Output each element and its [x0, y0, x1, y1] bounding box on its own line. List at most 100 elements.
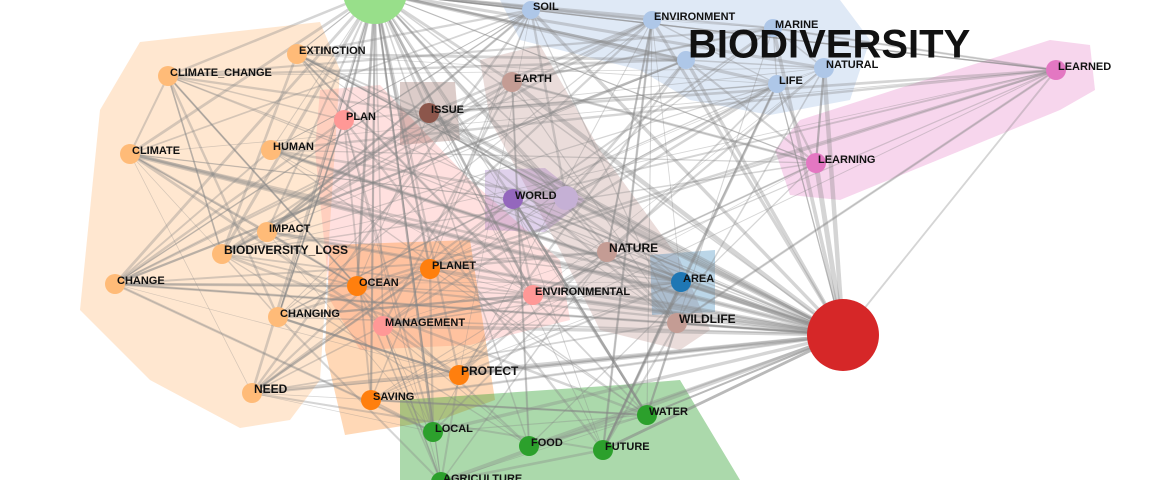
edge [129, 152, 844, 337]
edge [270, 68, 1057, 152]
edge [529, 9, 568, 199]
node [287, 44, 307, 64]
edge [512, 198, 844, 336]
edge [394, 0, 817, 164]
edge [375, 0, 435, 433]
edge [114, 282, 358, 288]
edge [602, 83, 778, 451]
edge [441, 251, 608, 480]
edge [565, 82, 778, 200]
edge [445, 0, 653, 21]
edge [676, 68, 1057, 325]
edge [428, 112, 678, 324]
edge [270, 149, 817, 164]
edge [270, 9, 532, 151]
edge [277, 316, 844, 336]
edge [251, 268, 431, 394]
edge [167, 75, 358, 287]
edge [266, 231, 358, 287]
node-label: ISSUE [431, 104, 464, 116]
edge [251, 19, 653, 394]
edge [356, 284, 844, 337]
node [677, 51, 695, 69]
edge [437, 0, 532, 11]
edge [842, 69, 1057, 336]
node [554, 186, 578, 210]
edge [680, 83, 778, 283]
edge [458, 294, 534, 376]
edge [402, 0, 778, 86]
edge [676, 69, 1057, 324]
node [361, 390, 381, 410]
node-label: EARTH [514, 73, 552, 85]
edge [374, 0, 384, 327]
edge [529, 8, 845, 337]
edge [266, 231, 844, 336]
edge [167, 75, 358, 287]
edge [114, 119, 345, 285]
edge [380, 0, 678, 324]
edge [382, 325, 530, 447]
edge [114, 282, 434, 434]
edge [429, 198, 514, 270]
edge [564, 195, 845, 338]
node-label: EXTINCTION [299, 45, 366, 57]
edge [532, 69, 1057, 296]
edge [406, 0, 687, 62]
edge [114, 9, 532, 285]
edge [114, 283, 434, 433]
node [261, 140, 281, 160]
edge [129, 151, 844, 338]
edge [601, 281, 683, 451]
edge [393, 0, 817, 164]
edge [166, 75, 280, 318]
edge [277, 19, 653, 318]
edge [370, 281, 682, 401]
node [519, 436, 539, 456]
edge [530, 9, 678, 324]
edge [129, 153, 253, 394]
edge [382, 324, 844, 337]
edge [221, 162, 817, 255]
edge [428, 68, 1057, 115]
edge [510, 80, 845, 337]
edge [356, 112, 430, 287]
edge [528, 333, 844, 448]
edge [511, 81, 678, 324]
edge [296, 52, 687, 62]
node [120, 144, 140, 164]
edge [602, 322, 678, 451]
edge [645, 322, 679, 416]
edge [221, 83, 778, 255]
node-label: FUTURE [605, 441, 650, 453]
edge [356, 285, 530, 447]
edge [266, 112, 430, 233]
edge [250, 0, 374, 394]
edge [167, 75, 358, 287]
edge [651, 19, 682, 283]
edge [114, 81, 513, 285]
edge [356, 68, 1057, 288]
edge [378, 0, 604, 451]
edge [270, 149, 844, 336]
edge [429, 9, 532, 270]
edge [370, 251, 608, 401]
edge [369, 0, 377, 401]
edge [266, 81, 513, 233]
edge [370, 399, 648, 416]
edge [511, 198, 649, 416]
node-label: HUMAN [273, 141, 314, 153]
node [334, 110, 354, 130]
hull [400, 380, 740, 480]
edge [343, 83, 778, 121]
node-label: MANAGEMENT [385, 317, 465, 329]
edge [296, 53, 778, 85]
edge [277, 293, 534, 319]
edge [129, 153, 268, 233]
edge [370, 162, 817, 401]
node-label: MARINE [775, 19, 818, 31]
node [806, 153, 826, 173]
edge [382, 293, 534, 328]
node [268, 307, 288, 327]
node [637, 405, 657, 425]
